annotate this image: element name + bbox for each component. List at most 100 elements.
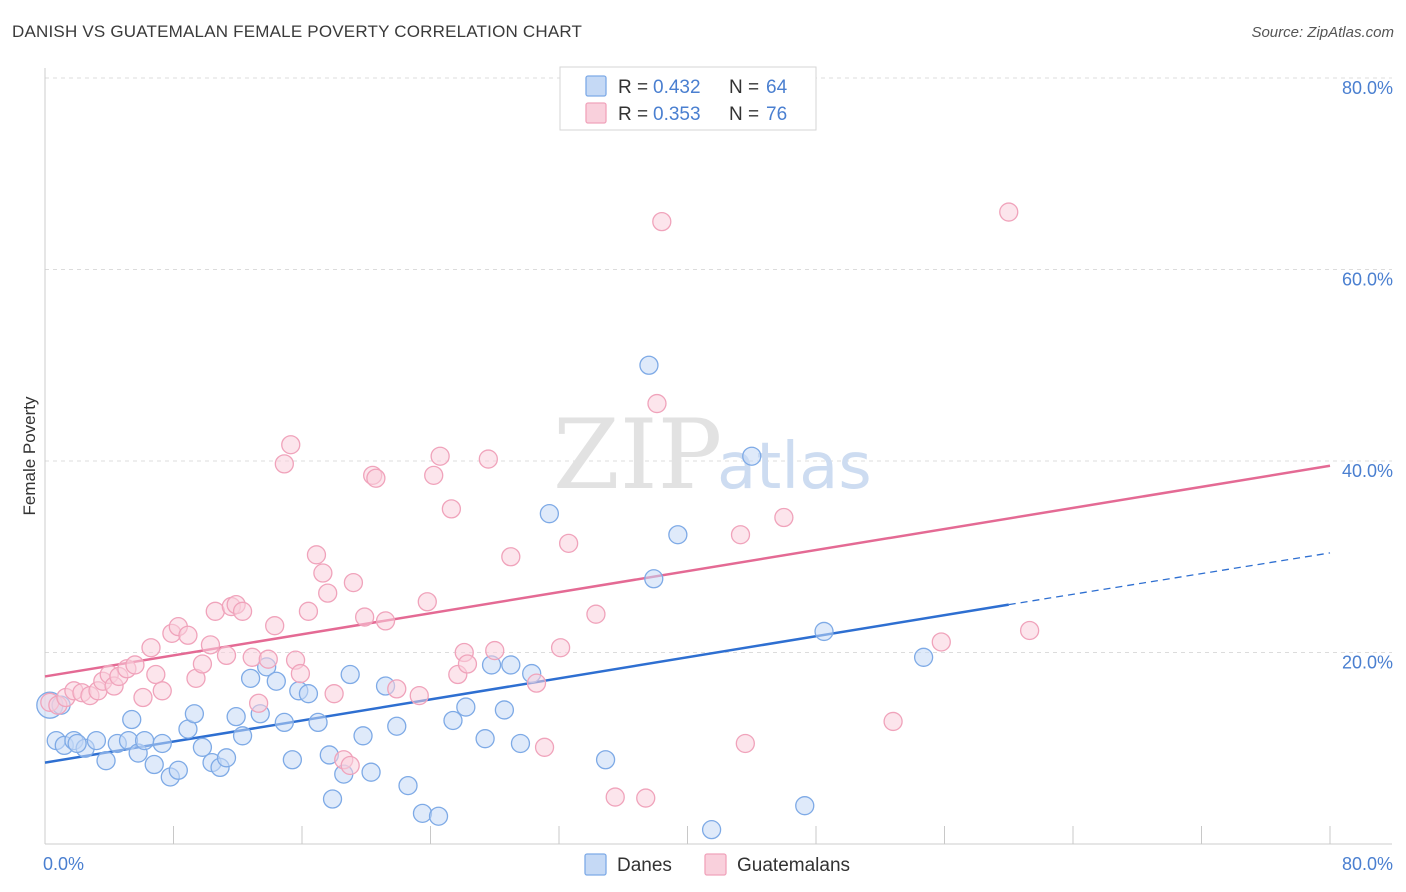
data-point: [1019, 620, 1040, 641]
y-axis-label: Female Poverty: [20, 396, 39, 516]
trend-line-guatemalans: [44, 464, 1331, 678]
data-point: [322, 789, 343, 809]
data-point: [636, 788, 656, 808]
data-point: [456, 697, 476, 717]
data-point: [216, 748, 237, 768]
data-point: [735, 733, 755, 754]
data-point: [122, 709, 142, 730]
tick-labels: 20.0% 40.0% 60.0% 80.0% 0.0% 80.0%: [43, 78, 1393, 874]
bottom-legend-swatch-danes: [584, 853, 607, 876]
data-point: [558, 533, 579, 553]
data-point: [308, 712, 328, 733]
data-point: [441, 499, 462, 519]
data-point: [290, 663, 311, 684]
data-point: [510, 733, 531, 754]
data-point: [550, 638, 571, 658]
watermark-zip: ZIP: [553, 399, 722, 511]
data-point: [340, 664, 360, 685]
data-point: [216, 645, 237, 666]
legend-n-value: 76: [766, 104, 787, 125]
bottom-legend: Danes Guatemalans: [584, 853, 850, 876]
legend-n-value: 64: [766, 77, 788, 98]
chart-title: DANISH VS GUATEMALAN FEMALE POVERTY CORR…: [12, 22, 583, 41]
data-point: [443, 710, 463, 731]
data-point: [361, 762, 381, 782]
data-point: [742, 446, 762, 466]
data-point: [526, 673, 547, 693]
series-guatemalans: [40, 202, 1040, 808]
bottom-legend-guatemalans: Guatemalans: [737, 855, 850, 876]
series-danes: [36, 355, 934, 840]
data-point: [647, 393, 667, 414]
data-point: [475, 729, 495, 749]
data-point: [168, 760, 188, 780]
data-point: [274, 454, 294, 474]
data-point: [501, 655, 521, 675]
y-tick-label: 80.0%: [1342, 78, 1393, 98]
data-point: [652, 211, 672, 232]
data-point: [306, 545, 327, 565]
data-point: [595, 750, 616, 770]
data-point: [428, 806, 449, 826]
watermark-atlas: atlas: [717, 430, 872, 504]
data-point: [141, 638, 161, 658]
data-point: [639, 355, 659, 375]
data-point: [242, 647, 262, 667]
data-point: [282, 750, 303, 770]
legend-swatch-guatemalans: [585, 102, 607, 124]
data-point: [152, 681, 172, 701]
data-point: [795, 796, 815, 816]
data-point: [774, 507, 794, 528]
x-tick-label: 0.0%: [43, 854, 84, 874]
data-point: [125, 655, 145, 675]
data-point: [668, 525, 688, 545]
legend-r-label: R =: [618, 104, 648, 125]
data-point: [366, 468, 386, 488]
data-point: [152, 733, 172, 754]
data-point: [146, 664, 166, 685]
data-point: [534, 737, 555, 757]
chart-source: Source: ZipAtlas.com: [1251, 24, 1394, 41]
data-point: [281, 435, 301, 455]
data-point: [494, 700, 515, 720]
data-point: [539, 504, 560, 524]
data-point: [133, 687, 153, 708]
data-point: [266, 671, 286, 691]
trend-extension-danes: [1008, 552, 1331, 606]
data-point: [354, 607, 375, 627]
data-point: [298, 601, 319, 621]
data-point: [134, 730, 155, 751]
data-point: [265, 616, 285, 636]
legend-swatch-danes: [585, 75, 607, 97]
data-point: [375, 611, 396, 631]
data-point: [232, 726, 253, 746]
data-point: [430, 446, 450, 466]
data-point: [478, 449, 498, 469]
data-point: [192, 737, 213, 757]
legend-n-label: N =: [729, 104, 759, 125]
data-point: [192, 654, 213, 674]
data-point: [701, 819, 722, 840]
y-tick-label: 40.0%: [1342, 461, 1393, 481]
legend-r-label: R =: [618, 77, 648, 98]
data-point: [86, 730, 107, 751]
data-point: [353, 726, 373, 746]
data-point: [387, 716, 407, 736]
bottom-legend-swatch-guatemalans: [704, 853, 727, 876]
data-point: [501, 547, 521, 567]
data-point: [999, 202, 1019, 222]
data-point: [605, 787, 625, 807]
data-point: [340, 755, 360, 776]
data-point: [274, 712, 294, 733]
data-point: [67, 733, 87, 754]
y-tick-label: 20.0%: [1342, 653, 1393, 673]
data-point: [457, 654, 478, 674]
data-point: [883, 711, 903, 732]
data-point: [258, 649, 278, 669]
y-tick-label: 60.0%: [1342, 270, 1393, 290]
data-point: [248, 693, 269, 713]
data-point: [200, 635, 221, 655]
data-point: [240, 668, 261, 689]
data-point: [144, 754, 164, 775]
